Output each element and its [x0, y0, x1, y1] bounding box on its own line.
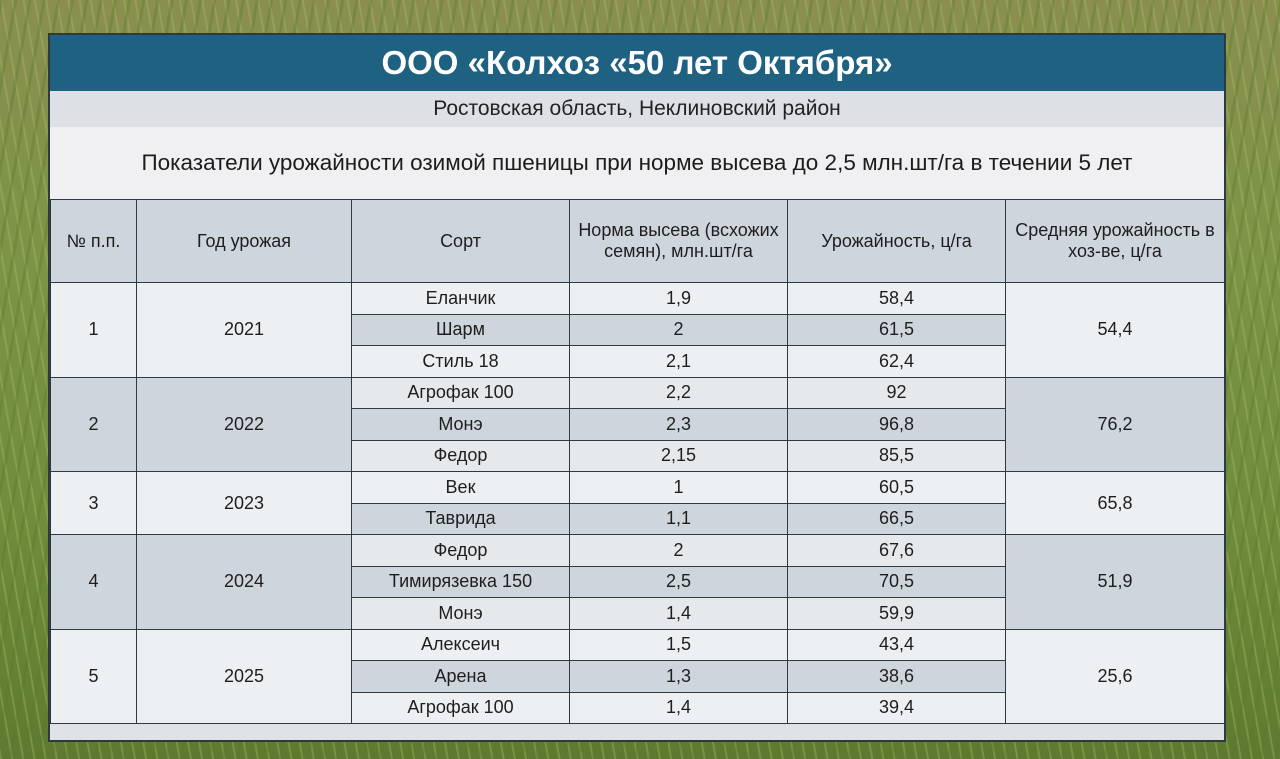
table-row: Шарм 2 61,5	[51, 313, 1225, 346]
table-caption: Показатели урожайности озимой пшеницы пр…	[50, 127, 1224, 199]
seeding-rate-cell: 1,4	[569, 597, 788, 630]
seeding-rate-cell: 2	[569, 534, 788, 567]
year-cell: 2024	[136, 534, 352, 630]
row-number-cell: 4	[50, 534, 137, 630]
yield-cell: 92	[787, 376, 1006, 409]
yield-cell: 70,5	[787, 565, 1006, 598]
seeding-rate-cell: 2,15	[569, 439, 788, 472]
yield-cell: 43,4	[787, 628, 1006, 661]
variety-cell: Монэ	[351, 408, 570, 441]
variety-cell: Федор	[351, 439, 570, 472]
table-row: Стиль 18 2,1 62,4	[51, 345, 1225, 378]
table-row: 4 2024 Федор 2 67,6 51,9	[50, 534, 1225, 630]
seeding-rate-cell: 2,5	[569, 565, 788, 598]
yield-cell: 60,5	[787, 471, 1006, 504]
page-title: ООО «Колхоз «50 лет Октября»	[50, 35, 1224, 91]
variety-cell: Таврида	[351, 502, 570, 535]
variety-cell: Монэ	[351, 597, 570, 630]
col-header-yield: Урожайность, ц/га	[787, 199, 1006, 283]
seeding-rate-cell: 2,2	[569, 376, 788, 409]
seeding-rate-cell: 2,1	[569, 345, 788, 378]
seeding-rate-cell: 1,4	[569, 691, 788, 724]
variety-cell: Еланчик	[351, 282, 570, 315]
seeding-rate-cell: 1,1	[569, 502, 788, 535]
year-cell: 2023	[136, 471, 352, 535]
table-body: 1 2021 Еланчик 1,9 58,4 54,4 Шарм 2 61,5 Стиль 18…	[50, 282, 1225, 724]
seeding-rate-cell: 2	[569, 313, 788, 346]
seeding-rate-cell: 2,3	[569, 408, 788, 441]
table-header-row: № п.п. Год урожая Сорт Норма высева (всх…	[50, 199, 1225, 283]
row-number-cell: 1	[50, 282, 137, 378]
variety-cell: Век	[351, 471, 570, 504]
table-row: Тимирязевка 150 2,5 70,5	[51, 565, 1225, 598]
avg-yield-cell: 54,4	[1005, 282, 1225, 378]
yield-cell: 58,4	[787, 282, 1006, 315]
table-row: 3 2023 Век 1 60,5 65,8	[50, 471, 1225, 535]
seeding-rate-cell: 1,3	[569, 660, 788, 693]
row-number-cell: 3	[50, 471, 137, 535]
table-row: Арена 1,3 38,6	[51, 660, 1225, 693]
yield-cell: 66,5	[787, 502, 1006, 535]
year-cell: 2021	[136, 282, 352, 378]
variety-cell: Федор	[351, 534, 570, 567]
table-row: 5 2025 Алексеич 1,5 43,4 25,6	[50, 628, 1225, 724]
row-number-cell: 2	[50, 376, 137, 472]
yield-cell: 38,6	[787, 660, 1006, 693]
variety-cell: Агрофак 100	[351, 691, 570, 724]
row-number-cell: 5	[50, 628, 137, 724]
seeding-rate-cell: 1,9	[569, 282, 788, 315]
avg-yield-cell: 76,2	[1005, 376, 1225, 472]
variety-cell: Алексеич	[351, 628, 570, 661]
variety-cell: Шарм	[351, 313, 570, 346]
yield-cell: 67,6	[787, 534, 1006, 567]
table-row: 1 2021 Еланчик 1,9 58,4 54,4	[50, 282, 1225, 378]
col-header-variety: Сорт	[351, 199, 570, 283]
yield-cell: 59,9	[787, 597, 1006, 630]
yield-cell: 39,4	[787, 691, 1006, 724]
avg-yield-cell: 65,8	[1005, 471, 1225, 535]
variety-cell: Стиль 18	[351, 345, 570, 378]
yield-report-panel: ООО «Колхоз «50 лет Октября» Ростовская …	[50, 35, 1225, 740]
region-subtitle: Ростовская область, Неклиновский район	[50, 91, 1224, 127]
variety-cell: Арена	[351, 660, 570, 693]
yield-cell: 61,5	[787, 313, 1006, 346]
variety-cell: Тимирязевка 150	[351, 565, 570, 598]
table-row: Монэ 1,4 59,9	[51, 597, 1225, 630]
avg-yield-cell: 51,9	[1005, 534, 1225, 630]
year-cell: 2022	[136, 376, 352, 472]
variety-cell: Агрофак 100	[351, 376, 570, 409]
col-header-seeding-rate: Норма высева (всхожих семян), млн.шт/га	[569, 199, 788, 283]
col-header-avg-yield: Средняя урожайность в хоз-ве, ц/га	[1005, 199, 1225, 283]
avg-yield-cell: 25,6	[1005, 628, 1225, 724]
col-header-number: № п.п.	[50, 199, 137, 283]
table-row: Агрофак 100 1,4 39,4	[51, 691, 1225, 724]
yield-cell: 96,8	[787, 408, 1006, 441]
yield-table: № п.п. Год урожая Сорт Норма высева (всх…	[50, 199, 1225, 724]
yield-cell: 62,4	[787, 345, 1006, 378]
year-cell: 2025	[136, 628, 352, 724]
yield-cell: 85,5	[787, 439, 1006, 472]
table-row: 2 2022 Агрофак 100 2,2 92 76,2	[50, 376, 1225, 472]
seeding-rate-cell: 1	[569, 471, 788, 504]
seeding-rate-cell: 1,5	[569, 628, 788, 661]
col-header-year: Год урожая	[136, 199, 352, 283]
